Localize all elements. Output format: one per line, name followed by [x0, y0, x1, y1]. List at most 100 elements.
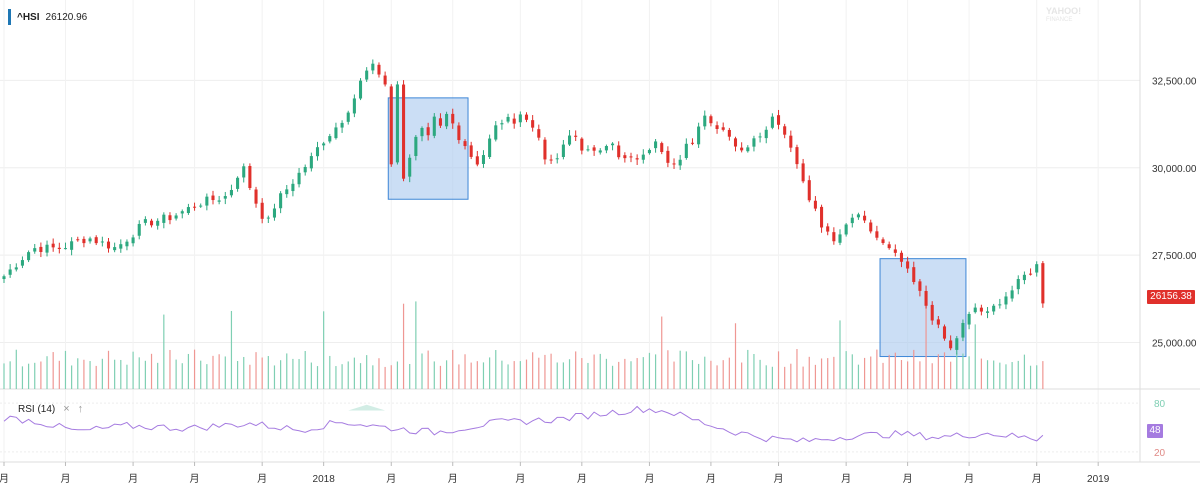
x-tick-label: 月 — [60, 473, 70, 485]
volume-bar — [974, 324, 976, 389]
x-tick-label: 月 — [128, 473, 138, 485]
volume-bar — [562, 362, 564, 389]
volume-bar — [673, 361, 675, 389]
y-tick-label: 25,000.00 — [1152, 339, 1197, 350]
candle-body — [334, 127, 338, 139]
candle-body — [580, 138, 584, 151]
candle-body — [740, 147, 744, 151]
candle-body — [82, 238, 86, 244]
volume-bar — [409, 363, 411, 389]
volume-bar — [163, 314, 165, 389]
candle-body — [869, 222, 873, 232]
candle-body — [666, 150, 670, 163]
candle-body — [807, 180, 811, 201]
candle-body — [789, 135, 793, 148]
symbol-legend[interactable]: ^HSI 26120.96 — [8, 9, 87, 25]
volume-bar — [863, 357, 866, 389]
candle-body — [186, 207, 190, 214]
candle-body — [672, 163, 676, 165]
candle-body — [881, 239, 885, 243]
volume-bar — [52, 352, 54, 389]
volume-bar — [206, 364, 208, 389]
volume-bar — [501, 360, 503, 389]
candle-body — [961, 322, 965, 338]
volume-bar — [304, 351, 306, 389]
volume-bar — [919, 361, 921, 389]
candle-body — [297, 172, 301, 185]
candle-body — [893, 249, 897, 253]
candle-body — [752, 138, 756, 147]
candle-body — [1022, 274, 1026, 281]
volume-bar — [114, 359, 116, 389]
candle-body — [242, 166, 246, 178]
x-tick-label: 月 — [1032, 473, 1042, 485]
candle-body — [248, 165, 252, 188]
candle-body — [168, 215, 172, 221]
volume-bar — [907, 361, 909, 389]
candle-body — [432, 116, 436, 136]
volume-bar — [661, 316, 663, 389]
volume-bar — [1011, 362, 1013, 389]
candle-body — [457, 125, 461, 141]
candle-body — [2, 276, 6, 280]
candle-body — [322, 143, 326, 146]
candle-body — [967, 313, 971, 325]
candle-body — [346, 112, 350, 122]
candle-body — [992, 305, 996, 312]
volume-bar — [513, 361, 515, 389]
candle-body — [494, 125, 498, 140]
candle-body — [697, 126, 701, 145]
arrow-up-icon[interactable]: ↑ — [77, 403, 84, 415]
candle-body — [1004, 296, 1008, 305]
volume-bar — [999, 362, 1001, 389]
candle-body — [352, 98, 356, 114]
volume-bar — [968, 356, 970, 389]
candle-body — [783, 126, 787, 135]
volume-bar — [532, 352, 534, 389]
volume-bar — [335, 366, 337, 389]
candle-body — [45, 244, 49, 253]
candle-body — [63, 248, 68, 250]
highlight-box — [387, 97, 469, 200]
volume-bar — [986, 360, 989, 389]
candle-body — [555, 158, 559, 160]
volume-bar — [46, 356, 48, 389]
candle-body — [746, 147, 750, 152]
candle-body — [57, 247, 61, 249]
candle-body — [358, 80, 363, 99]
candle-body — [690, 142, 695, 144]
volume-bar — [593, 354, 595, 389]
rsi-legend[interactable]: RSI (14) × ↑ — [18, 403, 91, 415]
candle-body — [574, 135, 578, 137]
candle-body — [291, 183, 295, 192]
candle-body — [524, 114, 529, 120]
volume-bar — [820, 358, 823, 389]
volume-bar — [347, 361, 349, 389]
candle-body — [88, 238, 92, 242]
volume-bar — [181, 363, 183, 389]
x-tick-label: 2018 — [313, 474, 336, 485]
volume-bar — [943, 352, 946, 389]
volume-bar — [814, 364, 817, 389]
volume-bar — [857, 364, 860, 389]
volume-bar — [280, 360, 282, 389]
candle-body — [543, 139, 547, 160]
candle-body — [365, 70, 369, 80]
x-tick-label: 月 — [706, 473, 716, 485]
x-tick-label: 月 — [0, 473, 9, 485]
close-icon[interactable]: × — [63, 403, 70, 415]
candle-body — [832, 232, 836, 242]
volume-bar — [507, 364, 509, 389]
candle-body — [193, 206, 197, 208]
candle-body — [438, 118, 442, 126]
highlight-boxes — [387, 97, 967, 358]
candle-body — [604, 146, 608, 151]
candle-body — [426, 127, 430, 136]
volume-bar — [624, 358, 626, 389]
volume-bar — [605, 358, 608, 389]
volume-bar — [630, 361, 632, 389]
candle-body — [199, 205, 203, 207]
volume-bar — [310, 362, 312, 389]
candle-body — [414, 136, 418, 157]
